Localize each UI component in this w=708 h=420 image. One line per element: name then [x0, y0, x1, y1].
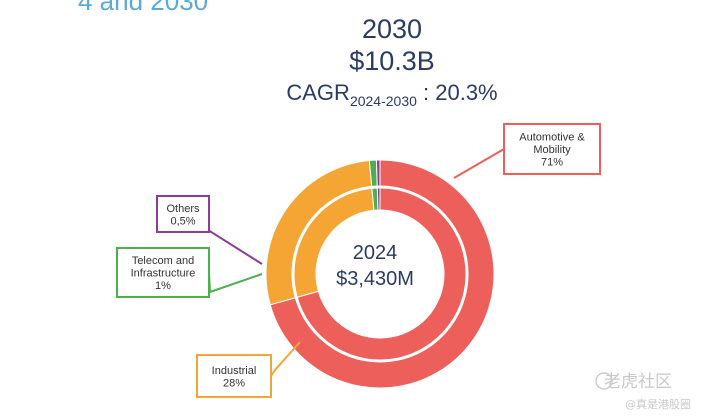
donut-slice-2030-0	[269, 159, 495, 389]
partial-page-title: 4 and 2030	[78, 0, 209, 16]
outer-ring-year: 2030	[361, 14, 423, 44]
label-box-1	[196, 354, 272, 398]
cagr-line: CAGR2024-2030 : 20.3%	[38, 80, 708, 109]
donut-slice-2024-3	[376, 187, 381, 211]
segment-name-label-3: Others	[166, 203, 200, 215]
label-box-2	[116, 247, 210, 298]
leader-line-2	[208, 272, 263, 294]
outer-ring-market-value: $10.3B	[349, 46, 435, 76]
leader-line-0	[453, 148, 505, 179]
segment-name-label-0: Mobility	[533, 144, 571, 156]
segment-name-label-0: Automotive &	[519, 132, 585, 144]
cagr-label: CAGR	[286, 80, 350, 105]
center-market-value: $3,430M	[336, 268, 414, 290]
segment-share-label-0: 71%	[541, 157, 563, 169]
segment-share-label-1: 28%	[223, 377, 245, 389]
label-box-0	[503, 123, 601, 175]
leader-line-1	[270, 341, 301, 377]
center-year: 2024	[353, 242, 398, 264]
watermark-logo-icon	[595, 372, 613, 390]
cagr-separator: :	[416, 80, 436, 105]
segment-name-label-2: Infrastructure	[131, 268, 196, 280]
leader-line-3	[206, 213, 263, 265]
cagr-value: 20.3%	[435, 80, 498, 105]
donut-slice-2024-0	[296, 187, 467, 361]
segment-share-label-2: 1%	[155, 280, 171, 292]
segment-name-label-2: Telecom and	[132, 255, 194, 267]
segment-name-label-1: Industrial	[212, 365, 257, 377]
watermark-handle: @真是港股圈	[625, 397, 691, 411]
cagr-period: 2024-2030	[349, 93, 417, 109]
donut-slice-2030-3	[375, 159, 381, 187]
segment-share-label-3: 0,5%	[170, 215, 195, 227]
watermark-brand: 老虎社区	[604, 372, 672, 392]
label-box-3	[156, 195, 210, 233]
